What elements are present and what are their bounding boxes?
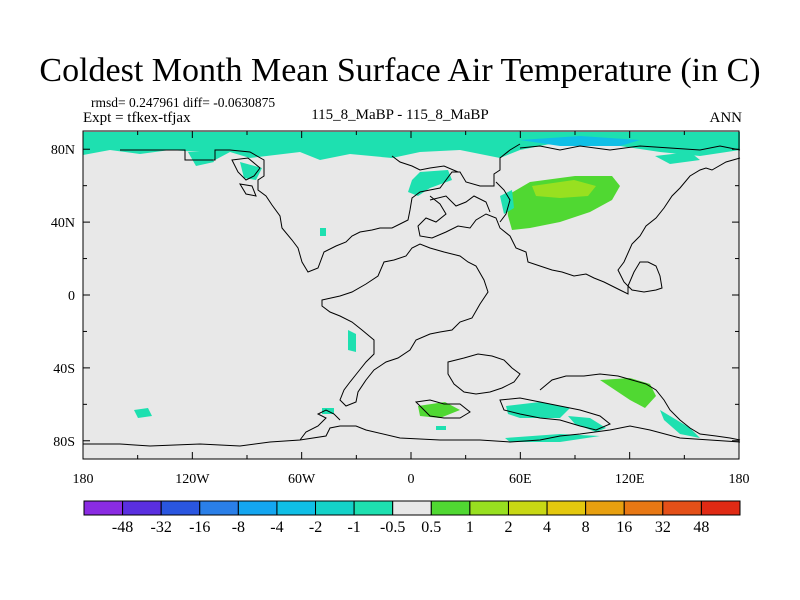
map-title: Coldest Month Mean Surface Air Temperatu… <box>39 52 761 89</box>
asia-warm-core <box>532 180 596 198</box>
colorbar-box <box>546 500 587 516</box>
comparison-label: 115_8_MaBP - 115_8_MaBP <box>311 107 489 123</box>
lon-tick-label: 120W <box>175 472 210 487</box>
season-label: ANN <box>709 110 743 126</box>
colorbar-labels: -48 -32 -16 -8 -4 -2 -1 -0.5 0.5 1 2 4 8 16 32 48 <box>112 519 709 536</box>
experiment-label: Expt = tfkex-tfjax <box>83 110 191 126</box>
colorbar-label: 16 <box>616 519 632 536</box>
colorbar-box <box>160 500 201 516</box>
colorbar-box <box>623 500 664 516</box>
antarctic-cool-patch-4 <box>660 410 700 438</box>
colorbar-box <box>392 500 432 516</box>
greenland-cool-patch <box>408 170 452 196</box>
siberia-inland-lines <box>495 181 511 223</box>
lon-tick-label: 180 <box>73 472 94 487</box>
colorbar-label: -0.5 <box>380 519 405 536</box>
arctic-cool-patch-2 <box>520 136 640 146</box>
east-asia-cool-patch <box>655 152 700 164</box>
colorbar-box <box>430 500 471 516</box>
colorbar-label: 2 <box>504 519 512 536</box>
south-america-coastline <box>321 243 489 407</box>
colorbar-box <box>353 500 394 516</box>
canada-cool-patch <box>240 162 262 180</box>
lon-tick-label: 120E <box>615 472 645 487</box>
colorbar-box <box>83 500 124 516</box>
stats-text: rmsd= 0.247961 diff= -0.0630875 <box>91 95 276 110</box>
colorbar-box <box>700 500 741 516</box>
antarctic-cool-patch-6 <box>436 426 446 430</box>
lon-tick-label: 0 <box>408 472 415 487</box>
colorbar-box <box>507 500 548 516</box>
axis-ticks <box>82 131 740 459</box>
colorbar-label: 32 <box>655 519 671 536</box>
colorbar-label: 0.5 <box>421 519 441 536</box>
axis-tick-labels: 180 120W 60W 0 60E 120E 180 80N 40N 0 40S 80S <box>51 143 750 487</box>
lat-tick-label: 80N <box>51 143 75 158</box>
southern-islands <box>414 397 611 431</box>
colorbar-label: 1 <box>466 519 474 536</box>
colorbar-label: 8 <box>582 519 590 536</box>
colorbar-label: -1 <box>347 519 360 536</box>
canadian-islands <box>231 157 261 197</box>
colorbar-box <box>122 500 162 516</box>
siberia-cool-patch <box>500 190 514 214</box>
lat-tick-label: 40N <box>51 216 75 231</box>
north-america-coastline <box>120 143 521 273</box>
south-america-cool-patch <box>348 330 356 352</box>
antarctic-warm-patch-2 <box>600 378 656 408</box>
asia-north-coast <box>519 145 741 151</box>
lon-tick-label: 180 <box>729 472 750 487</box>
colorbar-label: -4 <box>270 519 283 536</box>
lat-tick-label: 40S <box>53 362 75 377</box>
lat-tick-label: 0 <box>68 289 75 304</box>
colorbar-box <box>276 500 317 516</box>
alaska-cool-patch <box>188 152 214 166</box>
colorbar-box <box>315 500 355 516</box>
lon-tick-label: 60W <box>288 472 316 487</box>
colorbar-box <box>662 500 702 516</box>
map-plot-area <box>83 131 739 459</box>
colorbar-box <box>237 500 278 516</box>
colorbar-box <box>469 500 509 516</box>
colorbar-label: -2 <box>309 519 322 536</box>
lon-tick-label: 60E <box>509 472 532 487</box>
lat-tick-label: 80S <box>53 435 75 450</box>
colorbar-label: -16 <box>189 519 210 536</box>
north-america-cool-spot <box>320 228 326 236</box>
colorbar-label: 48 <box>693 519 709 536</box>
coastlines <box>83 143 741 447</box>
africa-coastline <box>447 353 521 395</box>
colorbar-box <box>199 500 239 516</box>
colorbar-label: 4 <box>543 519 551 536</box>
colorbar-box <box>585 500 625 516</box>
antarctic-cool-patch-2 <box>568 416 606 432</box>
europe-coastline <box>417 157 741 295</box>
australia-coastline <box>539 373 741 441</box>
antarctica-coastline <box>83 425 741 447</box>
inner-asia-lines <box>429 195 491 213</box>
greenland-coastline <box>391 155 459 173</box>
colorbar-label: -8 <box>232 519 245 536</box>
colorbar-label: -48 <box>112 519 133 536</box>
antarctic-peninsula <box>299 409 341 441</box>
pacific-cool-patch <box>134 408 152 418</box>
anomaly-patches <box>83 132 740 442</box>
colorbar-label: -32 <box>151 519 172 536</box>
colorbar <box>83 500 741 516</box>
